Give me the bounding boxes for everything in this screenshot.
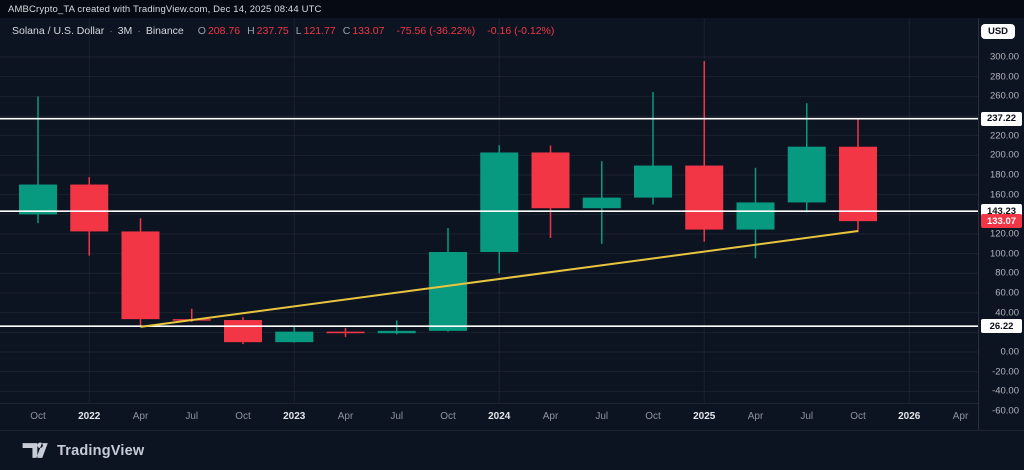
ohlc-value: 133.07	[352, 25, 385, 37]
candle-body-down	[531, 152, 570, 209]
price-axis[interactable]: 300.00 280.00 260.00 220.00 200.00 180.00 160.…	[978, 18, 1024, 430]
time-tick-month: Oct	[235, 411, 251, 422]
interval-label[interactable]: 3M	[117, 25, 133, 37]
price-tick: 120.00	[989, 228, 1019, 240]
secondary-change-value: -0.16 (-0.12%)	[487, 25, 555, 37]
symbol-legend: Solana / U.S. Dollar · 3M · Binance O 208…	[12, 25, 554, 37]
time-tick-month: Jul	[390, 411, 404, 422]
candle-body-down	[224, 320, 262, 343]
price-tick: 200.00	[989, 149, 1019, 161]
price-tick: -60.00	[992, 405, 1019, 417]
time-tick-year: 2022	[78, 411, 101, 422]
price-tick: 80.00	[995, 267, 1019, 279]
symbol-name[interactable]: Solana / U.S. Dollar	[12, 25, 105, 37]
attribution-text: AMBCrypto_TA created with TradingView.co…	[8, 3, 322, 15]
price-tick: 300.00	[989, 51, 1019, 63]
time-tick-month: Jul	[595, 411, 609, 422]
ohlc-letter: H	[247, 25, 255, 37]
price-tick: 280.00	[989, 71, 1019, 83]
time-tick-month: Jul	[800, 411, 814, 422]
time-tick-month: Jul	[185, 411, 199, 422]
time-tick-year: 2025	[693, 411, 716, 422]
candle-body-up	[736, 202, 775, 230]
price-tick: -20.00	[992, 366, 1019, 378]
legend-separator: ·	[109, 25, 113, 37]
candle-body-up	[275, 331, 314, 343]
candle-body-down	[121, 231, 160, 320]
last-price-label: 133.07	[981, 214, 1022, 229]
ohlc-value: 121.77	[303, 25, 336, 37]
change-value: -75.56 (-36.22%)	[396, 25, 476, 37]
ohlc-letter: L	[295, 25, 302, 37]
candle-body-down	[326, 331, 365, 334]
candle-body-up	[377, 330, 416, 334]
candle-body-down	[839, 146, 877, 222]
candle-body-down	[70, 184, 109, 232]
candle-body-up	[429, 251, 467, 331]
time-tick-month: Oct	[30, 411, 46, 422]
candle-body-down	[685, 165, 724, 230]
price-tick: -40.00	[992, 385, 1019, 397]
price-level-label: 237.22	[981, 111, 1022, 126]
candle-body-up	[582, 197, 621, 209]
candle-body-up	[787, 146, 826, 203]
price-tick: 180.00	[989, 169, 1019, 181]
time-tick-year: 2023	[283, 411, 306, 422]
price-tick: 160.00	[989, 189, 1019, 201]
candle-body-up	[480, 152, 519, 252]
ohlc-values: O 208.76 H 237.75 L 121.77 C 133.07	[193, 25, 385, 37]
price-tick: 260.00	[989, 90, 1019, 102]
price-tick: 220.00	[989, 130, 1019, 142]
ohlc-value: 208.76	[207, 25, 241, 37]
exchange-label: Binance	[145, 25, 184, 37]
legend-separator: ·	[137, 25, 141, 37]
ohlc-letter: C	[342, 25, 351, 37]
time-tick-month: Oct	[850, 411, 866, 422]
time-tick-month: Apr	[132, 411, 149, 422]
time-axis[interactable]: Oct 2022 Apr Jul Oct 2023 Apr Jul Oct 2024 Apr Jul O…	[0, 403, 978, 430]
price-level-label: 26.22	[981, 319, 1022, 334]
candle-body-up	[634, 165, 672, 198]
time-tick-month: Apr	[952, 411, 969, 422]
time-tick-year: 2026	[898, 411, 921, 422]
ohlc-letter: O	[197, 25, 206, 37]
price-tick: 60.00	[995, 287, 1019, 299]
tradingview-logo-icon[interactable]	[22, 442, 49, 459]
price-tick: 0.00	[1000, 346, 1020, 358]
time-tick-month: Oct	[440, 411, 456, 422]
time-tick-month: Apr	[337, 411, 354, 422]
time-tick-month: Oct	[645, 411, 661, 422]
trendline[interactable]	[140, 230, 859, 328]
time-tick-month: Apr	[542, 411, 559, 422]
attribution-bar: AMBCrypto_TA created with TradingView.co…	[0, 0, 1024, 18]
price-tick: 40.00	[995, 307, 1019, 319]
price-tick: 100.00	[989, 248, 1019, 260]
ohlc-value: 237.75	[256, 25, 289, 37]
currency-toggle-button[interactable]: USD	[981, 24, 1015, 39]
candle-body-up	[19, 184, 57, 215]
bottom-toolbar: TradingView	[0, 430, 1024, 470]
time-tick-month: Apr	[747, 411, 764, 422]
time-tick-year: 2024	[488, 411, 511, 422]
tradingview-wordmark[interactable]: TradingView	[57, 442, 145, 459]
